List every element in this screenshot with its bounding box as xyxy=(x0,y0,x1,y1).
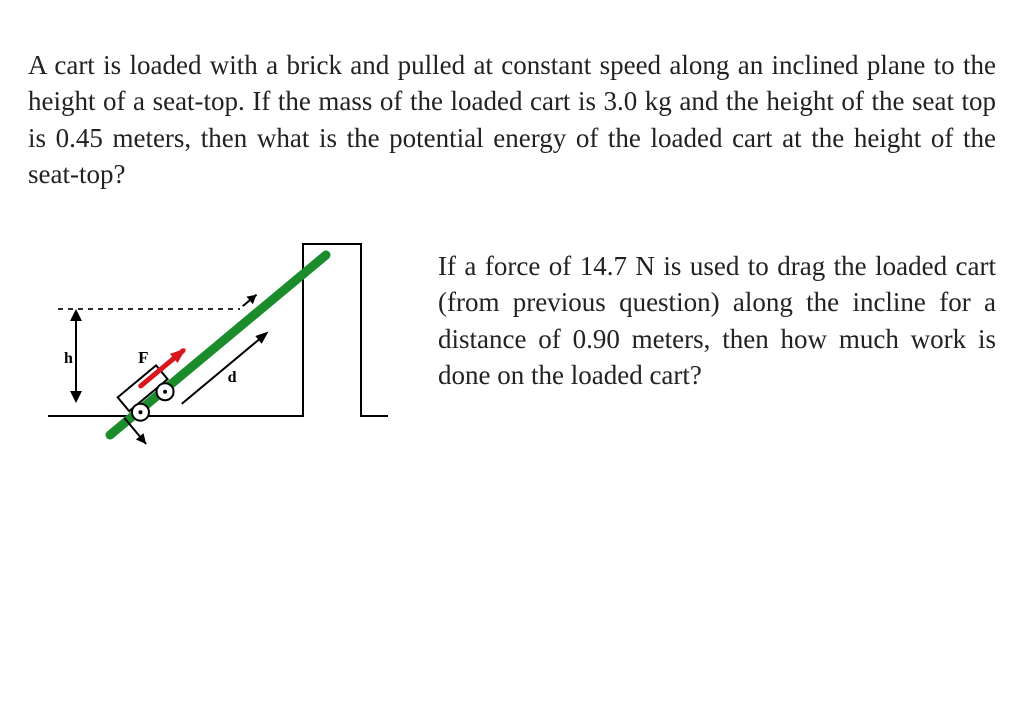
distance-label: d xyxy=(228,369,237,386)
question-1-text: A cart is loaded with a brick and pulled… xyxy=(28,47,996,193)
diagram-container: h Fd xyxy=(28,211,398,481)
seat-and-ground-outline xyxy=(48,244,388,416)
question-2-text: If a force of 14.7 N is used to drag the… xyxy=(438,238,996,394)
cart-wheel-hub-2 xyxy=(163,389,167,393)
row-two: h Fd If a force of 14.7 N is used to drag… xyxy=(28,211,996,481)
page-root: A cart is loaded with a brick and pulled… xyxy=(0,0,1024,718)
height-label: h xyxy=(64,350,73,367)
cart-wheel-hub-1 xyxy=(138,410,142,414)
incline-diagram: h Fd xyxy=(28,211,398,481)
height-arrow-up xyxy=(70,309,82,321)
force-label: F xyxy=(138,348,148,367)
height-arrow-down xyxy=(70,391,82,403)
